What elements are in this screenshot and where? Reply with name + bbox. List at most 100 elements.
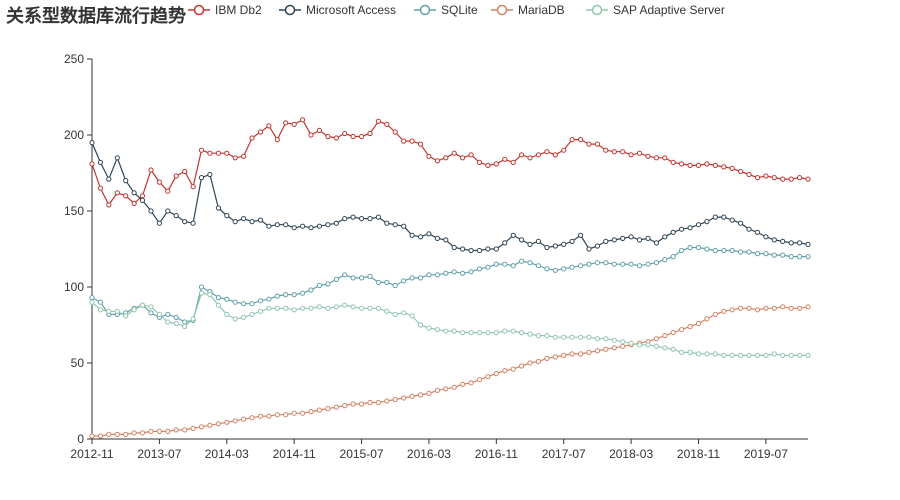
data-point[interactable] (224, 296, 230, 302)
data-point[interactable] (283, 292, 289, 298)
data-point[interactable] (443, 155, 449, 161)
data-point[interactable] (485, 162, 491, 168)
data-point[interactable] (274, 137, 280, 143)
data-point[interactable] (763, 234, 769, 240)
data-point[interactable] (316, 127, 322, 133)
data-point[interactable] (797, 254, 803, 260)
data-point[interactable] (350, 133, 356, 140)
data-point[interactable] (594, 348, 601, 354)
data-point[interactable] (165, 428, 171, 434)
data-point[interactable] (148, 428, 154, 434)
data-point[interactable] (679, 327, 685, 333)
data-point[interactable] (173, 320, 179, 327)
data-point[interactable] (359, 305, 365, 311)
data-point[interactable] (165, 208, 171, 214)
data-point[interactable] (670, 159, 676, 165)
data-point[interactable] (502, 368, 508, 374)
data-point[interactable] (291, 121, 297, 128)
data-point[interactable] (754, 307, 761, 313)
data-point[interactable] (342, 216, 348, 222)
data-point[interactable] (434, 387, 440, 393)
data-point[interactable] (535, 333, 542, 339)
data-point[interactable] (392, 222, 398, 228)
data-point[interactable] (409, 232, 415, 238)
data-point[interactable] (603, 346, 609, 352)
data-point[interactable] (535, 263, 542, 269)
data-point[interactable] (451, 269, 457, 275)
data-point[interactable] (367, 273, 373, 279)
data-point[interactable] (417, 322, 424, 328)
data-point[interactable] (797, 305, 803, 311)
data-point[interactable] (754, 352, 761, 358)
data-point[interactable] (569, 238, 575, 244)
data-point[interactable] (274, 412, 280, 418)
data-point[interactable] (224, 150, 230, 156)
data-point[interactable] (535, 152, 542, 158)
data-point[interactable] (611, 237, 617, 243)
data-point[interactable] (97, 159, 104, 165)
data-point[interactable] (805, 241, 811, 247)
data-point[interactable] (628, 234, 634, 240)
data-point[interactable] (384, 220, 390, 226)
data-point[interactable] (578, 334, 584, 340)
data-point[interactable] (316, 304, 322, 310)
data-point[interactable] (266, 296, 272, 302)
data-point[interactable] (443, 270, 449, 276)
data-point[interactable] (316, 282, 322, 289)
data-point[interactable] (552, 267, 558, 273)
data-point[interactable] (620, 149, 626, 155)
data-point[interactable] (485, 264, 491, 270)
data-point[interactable] (460, 330, 466, 336)
data-point[interactable] (510, 328, 516, 334)
data-point[interactable] (620, 235, 626, 241)
data-point[interactable] (300, 117, 306, 123)
data-point[interactable] (283, 412, 289, 418)
data-point[interactable] (763, 251, 769, 257)
data-point[interactable] (300, 290, 306, 296)
data-point[interactable] (611, 337, 617, 343)
data-point[interactable] (359, 216, 365, 222)
data-point[interactable] (182, 168, 188, 175)
data-point[interactable] (266, 123, 272, 129)
data-point[interactable] (241, 153, 247, 159)
data-point[interactable] (594, 336, 601, 342)
data-point[interactable] (342, 403, 348, 409)
data-point[interactable] (780, 304, 786, 310)
data-point[interactable] (561, 241, 567, 247)
data-point[interactable] (89, 299, 95, 305)
data-point[interactable] (139, 430, 146, 436)
data-point[interactable] (611, 261, 617, 267)
data-point[interactable] (232, 316, 238, 322)
data-point[interactable] (401, 395, 407, 401)
data-point[interactable] (215, 150, 221, 156)
data-point[interactable] (123, 313, 129, 319)
data-point[interactable] (291, 307, 297, 313)
data-point[interactable] (359, 275, 365, 281)
data-point[interactable] (333, 404, 339, 410)
data-point[interactable] (687, 323, 693, 330)
data-point[interactable] (333, 220, 339, 226)
data-point[interactable] (173, 213, 179, 219)
legend-item[interactable]: SQLite (414, 3, 478, 17)
data-point[interactable] (249, 301, 255, 307)
data-point[interactable] (190, 220, 196, 226)
data-point[interactable] (670, 346, 676, 352)
data-point[interactable] (325, 222, 331, 228)
data-point[interactable] (670, 254, 676, 260)
data-point[interactable] (603, 238, 609, 244)
data-point[interactable] (704, 351, 710, 357)
data-point[interactable] (746, 305, 752, 311)
data-point[interactable] (333, 304, 339, 310)
data-point[interactable] (207, 150, 213, 156)
data-point[interactable] (241, 216, 247, 222)
data-point[interactable] (729, 247, 735, 254)
data-point[interactable] (232, 299, 238, 305)
data-point[interactable] (561, 352, 567, 358)
data-point[interactable] (106, 431, 112, 437)
data-point[interactable] (198, 175, 205, 181)
data-point[interactable] (460, 381, 466, 387)
data-point[interactable] (552, 334, 558, 340)
data-point[interactable] (401, 138, 407, 144)
data-point[interactable] (535, 358, 542, 365)
data-point[interactable] (780, 176, 786, 182)
